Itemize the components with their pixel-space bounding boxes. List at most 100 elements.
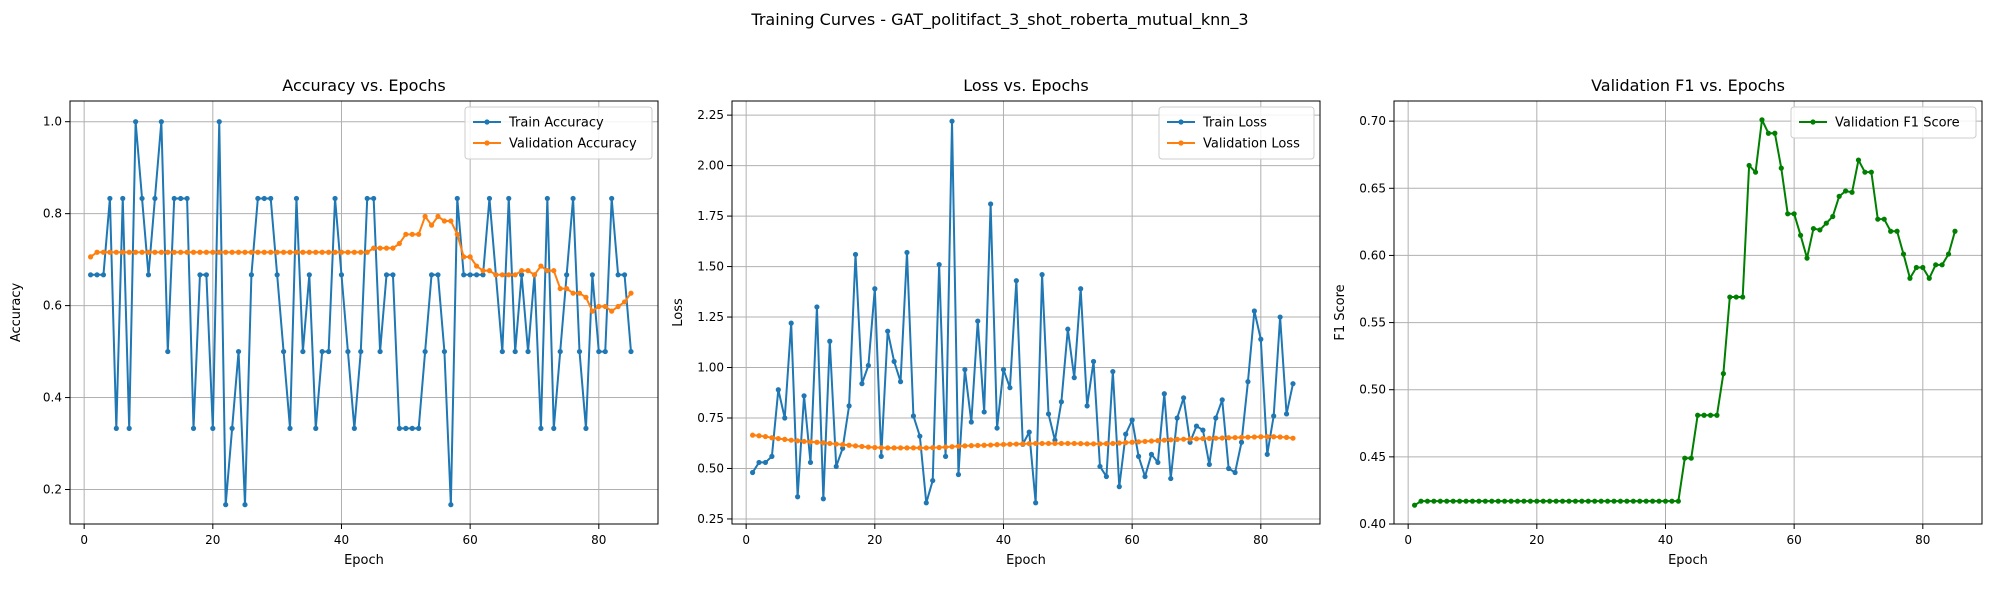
data-point (1039, 440, 1045, 447)
data-point (1232, 434, 1238, 441)
data-point (120, 249, 126, 255)
data-point (1283, 411, 1290, 417)
data-point (512, 348, 518, 355)
data-point (576, 290, 583, 296)
data-point (557, 348, 563, 355)
legend: Validation F1 Score (1790, 106, 1977, 139)
data-point (570, 195, 576, 202)
data-point (1817, 227, 1823, 233)
data-point (1830, 213, 1836, 220)
data-point (1084, 403, 1090, 409)
data-point (145, 272, 152, 278)
data-point (981, 442, 987, 448)
axes-frame (1393, 100, 1983, 525)
data-point (1245, 379, 1251, 385)
data-point (865, 444, 871, 450)
data-point (1200, 435, 1206, 442)
data-point (1823, 220, 1829, 226)
data-point (203, 272, 209, 278)
data-point (293, 249, 300, 255)
data-point (1033, 440, 1039, 447)
data-point (100, 272, 107, 278)
data-point (1939, 262, 1945, 268)
data-point (564, 285, 570, 292)
data-point (1688, 455, 1694, 461)
data-point (184, 249, 190, 255)
data-point (242, 249, 248, 255)
data-point (326, 348, 332, 355)
data-point (1933, 262, 1939, 268)
data-point (126, 425, 132, 431)
data-point (1181, 436, 1187, 442)
data-point (1238, 434, 1245, 440)
data-point (178, 249, 184, 255)
data-point (1123, 440, 1129, 446)
data-point (435, 272, 441, 278)
data-point (749, 469, 756, 476)
data-point (486, 268, 493, 274)
y-tick-label: 1.00 (697, 361, 724, 375)
data-point (936, 261, 942, 268)
data-point (94, 272, 100, 278)
data-point (1952, 228, 1958, 234)
data-point (1752, 169, 1759, 175)
data-point (113, 249, 119, 255)
data-point (923, 445, 929, 451)
data-point (897, 379, 904, 385)
data-point (197, 272, 203, 278)
data-point (261, 249, 267, 255)
legend-label: Train Accuracy (508, 116, 604, 131)
data-point (158, 119, 164, 125)
data-point (1045, 411, 1052, 417)
data-point (1540, 498, 1546, 504)
data-point (1759, 117, 1765, 123)
data-point (358, 249, 364, 255)
data-point (775, 387, 781, 393)
data-point (1058, 399, 1064, 405)
data-point (609, 308, 615, 314)
data-point (1290, 435, 1296, 441)
data-point (1785, 211, 1791, 217)
data-point (480, 272, 486, 278)
data-point (1226, 465, 1232, 472)
legend-label: Validation Loss (1203, 137, 1300, 152)
data-point (1617, 498, 1624, 504)
data-point (1065, 326, 1071, 332)
data-point (782, 436, 788, 442)
data-point (544, 268, 550, 274)
data-point (1437, 498, 1443, 504)
data-point (409, 425, 415, 431)
data-point (1418, 498, 1424, 504)
data-point (762, 433, 769, 440)
data-point (506, 272, 512, 278)
data-point (891, 358, 897, 365)
data-point (1020, 441, 1026, 447)
data-point (1553, 498, 1559, 504)
data-point (519, 268, 525, 274)
data-point (538, 425, 544, 431)
data-point (589, 308, 595, 314)
data-point (248, 272, 255, 278)
data-point (480, 268, 486, 274)
data-point (1881, 216, 1887, 222)
data-point (1502, 498, 1508, 504)
data-point (1206, 435, 1212, 441)
data-point (184, 195, 190, 202)
data-point (1836, 193, 1842, 199)
data-point (139, 249, 145, 255)
data-point (216, 119, 222, 125)
data-point (461, 254, 467, 260)
data-point (1123, 431, 1129, 437)
data-point (1142, 438, 1148, 445)
data-point (403, 425, 409, 431)
data-point (583, 425, 589, 431)
data-point (416, 425, 422, 431)
data-point (589, 272, 595, 278)
y-tick-label: 0.50 (697, 461, 724, 475)
data-point (319, 348, 325, 355)
data-point (1026, 441, 1032, 447)
data-point (570, 290, 576, 296)
data-point (531, 272, 538, 278)
data-point (1431, 498, 1437, 504)
data-point (255, 249, 261, 255)
